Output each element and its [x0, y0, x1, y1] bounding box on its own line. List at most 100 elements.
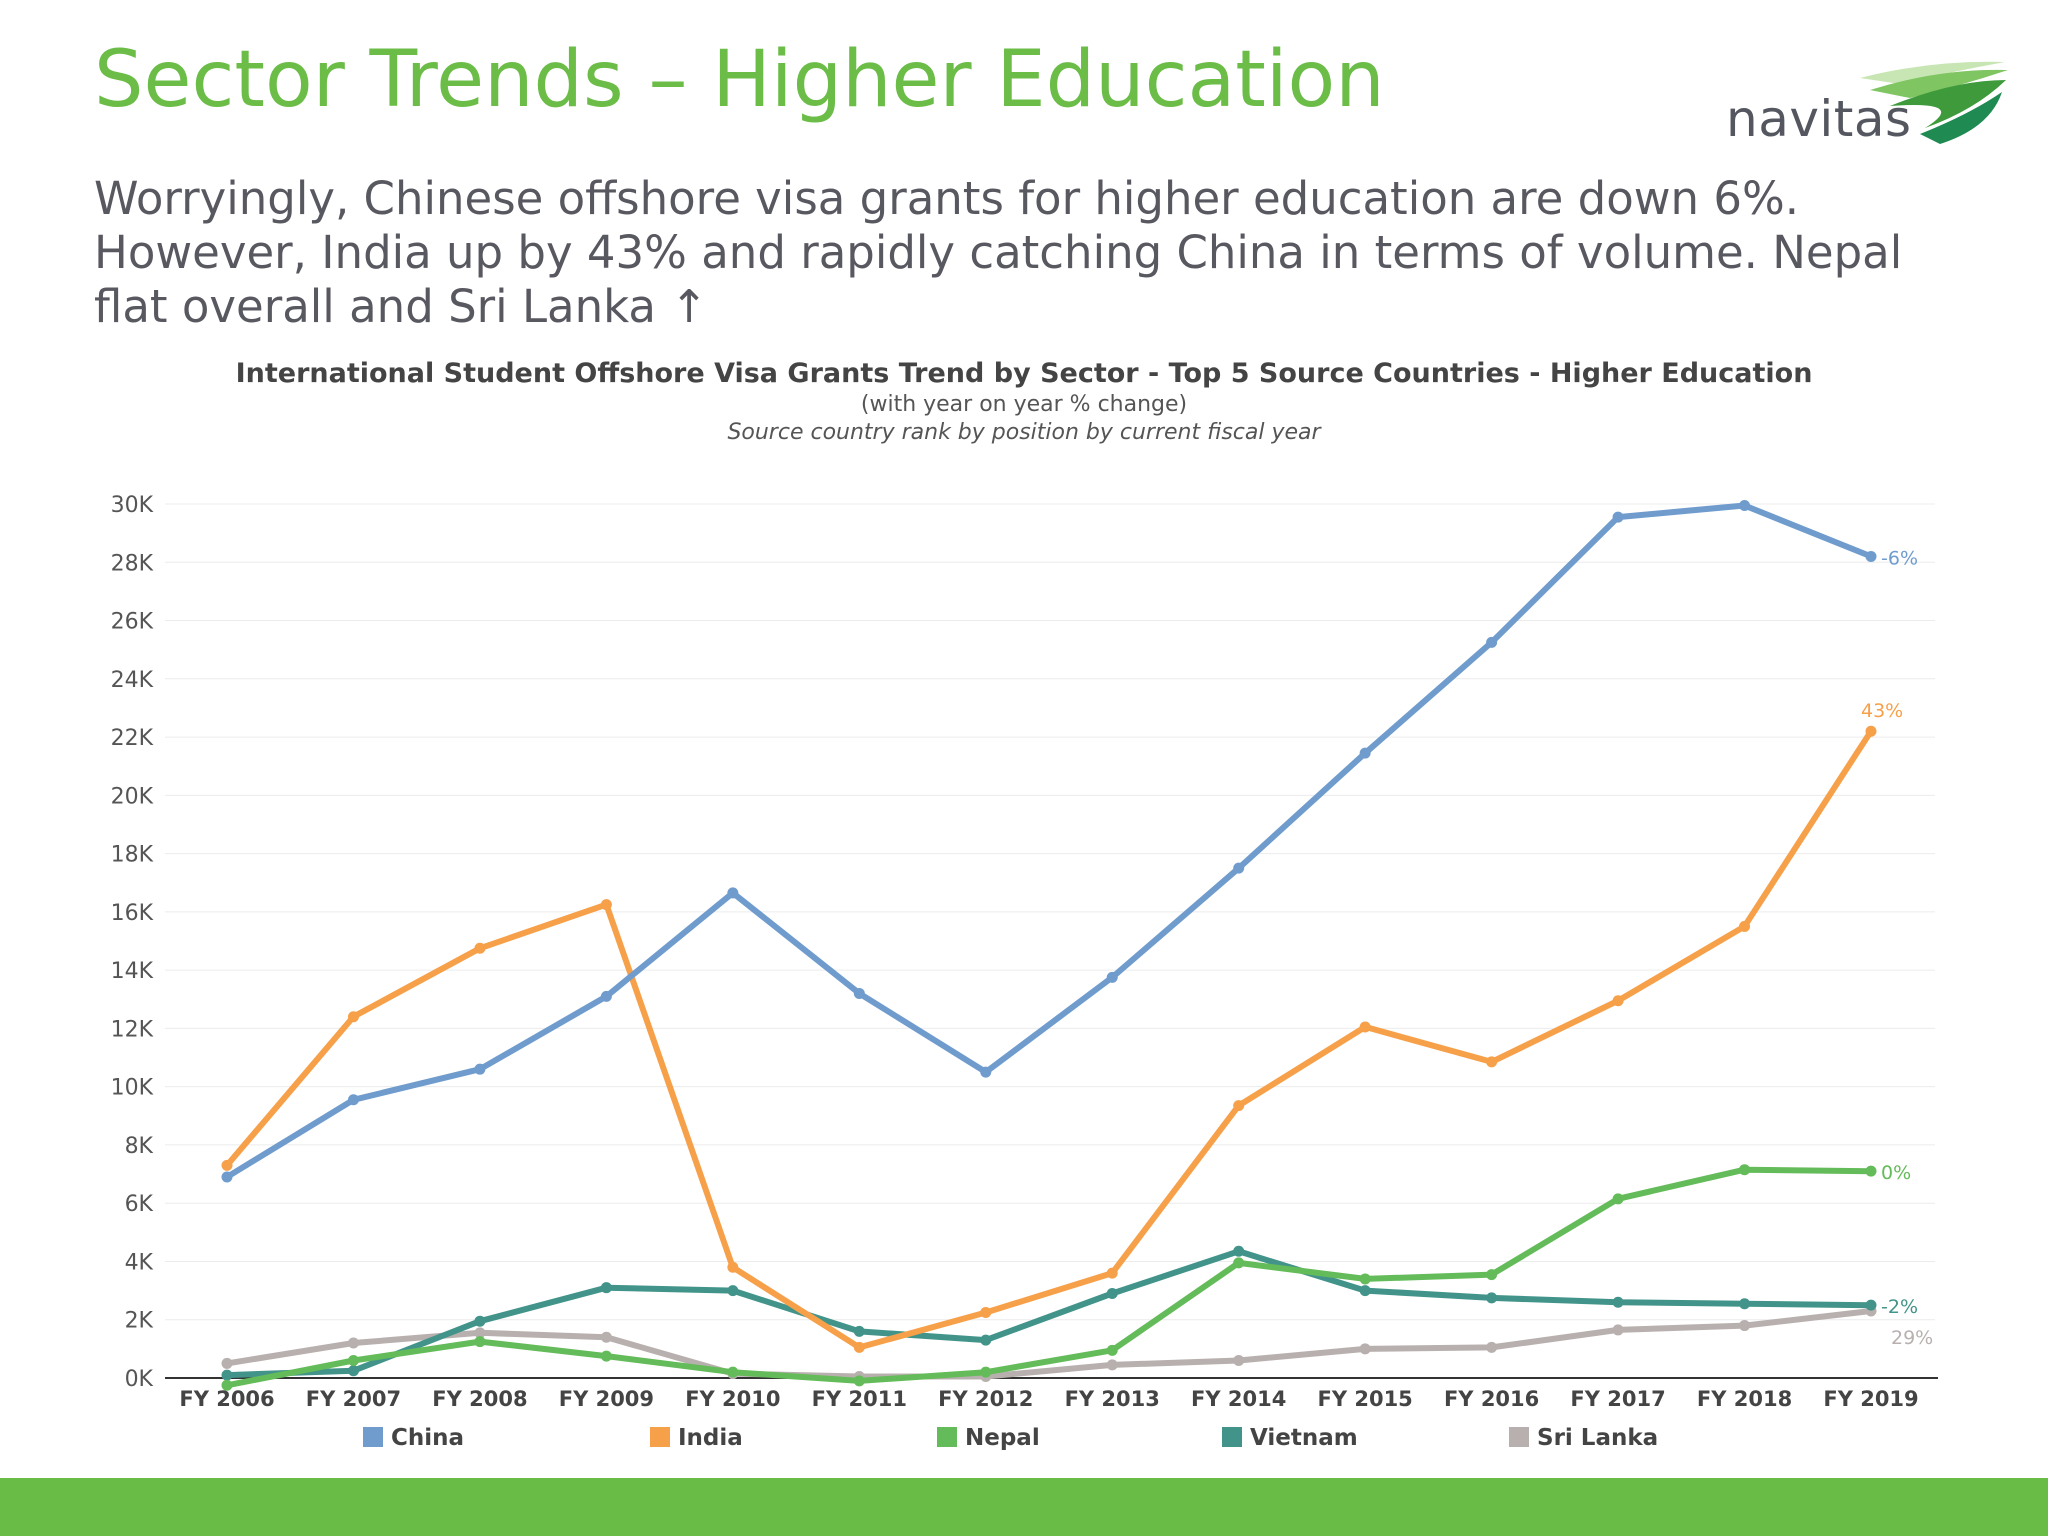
- data-point: [1359, 1343, 1371, 1355]
- data-point: [1359, 747, 1371, 759]
- data-point: [1359, 1285, 1371, 1297]
- data-point: [347, 1337, 359, 1349]
- y-tick-label: 0K: [125, 1367, 154, 1392]
- data-point: [1106, 1344, 1118, 1356]
- data-point: [1739, 1164, 1751, 1176]
- data-point: [1106, 1359, 1118, 1371]
- y-tick-label: 12K: [111, 1017, 154, 1042]
- legend-label: Nepal: [965, 1425, 1040, 1451]
- data-point: [980, 1334, 992, 1346]
- x-tick-label: FY 2009: [559, 1387, 654, 1411]
- data-point: [980, 1366, 992, 1378]
- legend-swatch: [937, 1427, 957, 1447]
- data-point: [600, 1282, 612, 1294]
- data-point: [1106, 1288, 1118, 1300]
- data-point: [727, 1261, 739, 1273]
- data-point: [1865, 1165, 1877, 1177]
- data-point: [221, 1159, 233, 1171]
- y-tick-label: 30K: [111, 493, 154, 518]
- data-point: [1359, 1273, 1371, 1285]
- data-point: [221, 1369, 233, 1381]
- data-point: [1486, 1292, 1498, 1304]
- y-tick-label: 24K: [111, 668, 154, 693]
- slide-subtitle: Worryingly, Chinese offshore visa grants…: [94, 172, 1903, 333]
- data-point: [853, 1375, 865, 1387]
- data-point: [853, 987, 865, 999]
- y-tick-label: 14K: [111, 959, 154, 984]
- series-line-sri-lanka: [224, 1308, 1874, 1380]
- data-point: [221, 1379, 233, 1391]
- y-tick-label: 16K: [111, 901, 154, 926]
- footer-bar: [0, 1478, 2048, 1536]
- data-point: [1739, 1298, 1751, 1310]
- data-point: [1612, 1324, 1624, 1336]
- data-point: [1612, 1296, 1624, 1308]
- slide-title: Sector Trends – Higher Education: [94, 35, 1385, 125]
- data-point: [474, 1327, 486, 1339]
- data-point: [600, 990, 612, 1002]
- end-label: -6%: [1881, 547, 1918, 569]
- data-point: [1486, 1269, 1498, 1281]
- data-point: [1865, 550, 1877, 562]
- legend-swatch: [363, 1427, 383, 1447]
- data-point: [727, 887, 739, 899]
- data-point: [347, 1011, 359, 1023]
- legend-label: Sri Lanka: [1537, 1425, 1658, 1451]
- legend-label: Vietnam: [1250, 1425, 1358, 1451]
- x-tick-label: FY 2010: [685, 1387, 780, 1411]
- x-tick-label: FY 2006: [179, 1387, 274, 1411]
- data-point: [474, 1063, 486, 1075]
- data-point: [980, 1066, 992, 1078]
- data-point: [1486, 636, 1498, 648]
- data-point: [474, 1336, 486, 1348]
- y-tick-label: 20K: [111, 784, 154, 809]
- data-point: [727, 1366, 739, 1378]
- y-tick-label: 26K: [111, 610, 154, 635]
- x-tick-label: FY 2018: [1697, 1387, 1792, 1411]
- data-point: [1739, 499, 1751, 511]
- data-point: [1865, 1299, 1877, 1311]
- end-label: 0%: [1881, 1162, 1911, 1184]
- data-point: [347, 1094, 359, 1106]
- x-tick-label: FY 2017: [1570, 1387, 1665, 1411]
- x-tick-label: FY 2011: [812, 1387, 907, 1411]
- data-point: [1233, 1257, 1245, 1269]
- data-point: [347, 1365, 359, 1377]
- logo-wordmark: navitas: [1726, 90, 1912, 148]
- data-point: [1106, 1267, 1118, 1279]
- y-tick-label: 18K: [111, 843, 154, 868]
- series-line-india: [224, 728, 1874, 1351]
- chart-note: Source country rank by position by curre…: [727, 420, 1321, 445]
- x-tick-label: FY 2016: [1444, 1387, 1539, 1411]
- data-point: [1486, 1341, 1498, 1353]
- y-tick-label: 22K: [111, 726, 154, 751]
- end-label: -2%: [1881, 1296, 1918, 1318]
- data-point: [853, 1341, 865, 1353]
- end-label: 29%: [1891, 1327, 1933, 1349]
- data-point: [1233, 1245, 1245, 1257]
- x-tick-label: FY 2012: [938, 1387, 1033, 1411]
- data-point: [853, 1325, 865, 1337]
- x-tick-label: FY 2014: [1191, 1387, 1286, 1411]
- legend-swatch: [650, 1427, 670, 1447]
- data-point: [1612, 1193, 1624, 1205]
- series-line-china: [224, 502, 1874, 1180]
- chart-title: International Student Offshore Visa Gran…: [235, 358, 1813, 389]
- data-point: [347, 1355, 359, 1367]
- legend-label: India: [678, 1425, 743, 1451]
- y-tick-label: 6K: [125, 1192, 154, 1217]
- data-point: [1739, 920, 1751, 932]
- data-point: [1233, 1100, 1245, 1112]
- data-point: [600, 1350, 612, 1362]
- data-point: [474, 942, 486, 954]
- x-tick-label: FY 2015: [1317, 1387, 1412, 1411]
- data-point: [1612, 511, 1624, 523]
- data-point: [1739, 1320, 1751, 1332]
- legend-label: China: [391, 1425, 464, 1451]
- y-tick-label: 4K: [125, 1250, 154, 1275]
- data-point: [1865, 725, 1877, 737]
- x-tick-label: FY 2013: [1065, 1387, 1160, 1411]
- y-tick-label: 2K: [125, 1309, 154, 1334]
- navitas-logo: navitas: [1720, 50, 2010, 160]
- series-line-vietnam: [224, 1248, 1874, 1379]
